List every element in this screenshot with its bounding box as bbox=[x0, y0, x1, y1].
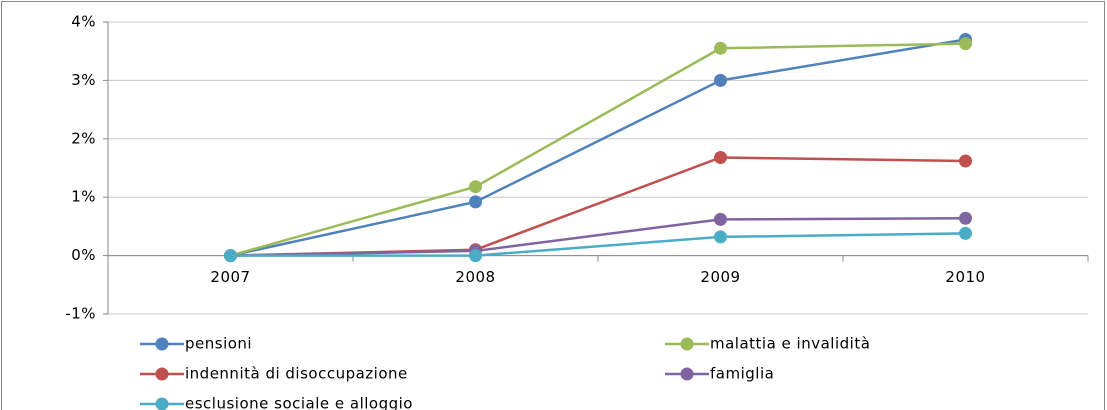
legend-marker bbox=[155, 367, 169, 381]
series-line bbox=[230, 216, 966, 257]
legend-marker bbox=[680, 337, 694, 351]
series-line bbox=[230, 38, 966, 257]
y-tick-label: -1% bbox=[65, 305, 96, 323]
y-tick-label: 2% bbox=[71, 129, 96, 147]
point bbox=[469, 195, 482, 209]
x-tick-label: 2010 bbox=[945, 268, 985, 286]
legend-label: indennità di disoccupazione bbox=[185, 365, 408, 383]
legend-marker bbox=[155, 337, 169, 351]
point bbox=[714, 41, 727, 55]
legend-marker bbox=[680, 367, 694, 381]
point bbox=[469, 180, 482, 194]
legend-label: malattia e invalidità bbox=[710, 335, 870, 353]
point bbox=[714, 230, 727, 244]
legend-label: famiglia bbox=[710, 365, 774, 383]
y-tick-label: 4% bbox=[71, 13, 96, 31]
point bbox=[224, 249, 237, 263]
point bbox=[714, 212, 727, 226]
y-tick-label: 0% bbox=[71, 246, 96, 264]
point bbox=[469, 249, 482, 263]
x-tick-label: 2009 bbox=[700, 268, 740, 286]
legend-label: pensioni bbox=[185, 335, 252, 353]
point bbox=[959, 154, 972, 168]
series-line bbox=[230, 42, 966, 257]
point bbox=[714, 150, 727, 164]
x-tick-label: 2007 bbox=[210, 268, 250, 286]
series-line bbox=[230, 232, 966, 257]
legend-marker bbox=[155, 397, 169, 410]
y-tick-label: 1% bbox=[71, 188, 96, 206]
legend-label: esclusione sociale e alloggio bbox=[185, 395, 413, 410]
point bbox=[959, 37, 972, 51]
point bbox=[959, 226, 972, 240]
x-tick-label: 2008 bbox=[455, 268, 495, 286]
y-tick-label: 3% bbox=[71, 71, 96, 89]
point bbox=[714, 73, 727, 87]
point bbox=[959, 211, 972, 225]
